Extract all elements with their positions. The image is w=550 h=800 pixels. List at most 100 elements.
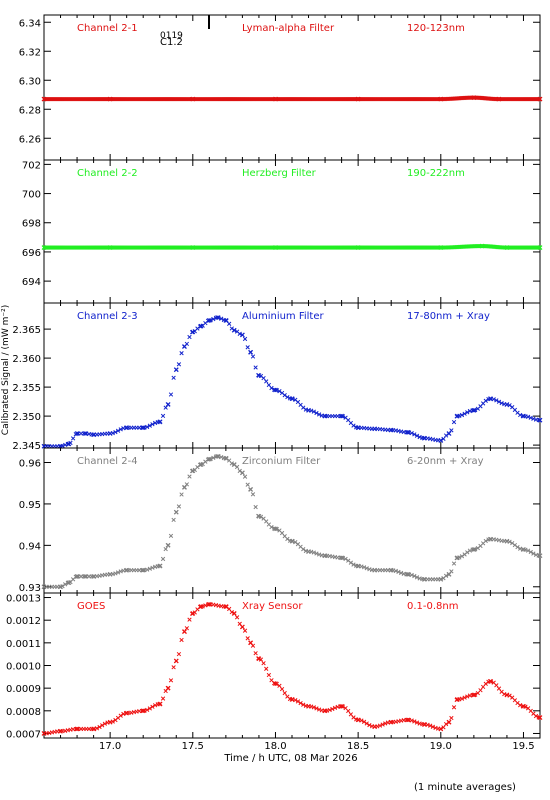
data-point — [521, 547, 526, 552]
trace-mark — [459, 554, 465, 559]
trace-mark — [150, 422, 155, 427]
data-point — [41, 245, 47, 250]
trace-mark — [462, 695, 467, 700]
trace-mark — [473, 407, 478, 413]
data-point — [388, 719, 394, 725]
panel-frame — [43, 447, 541, 594]
data-point — [41, 584, 47, 590]
trace-mark — [187, 617, 192, 622]
y-tick-label: 6.28 — [19, 105, 41, 116]
trace-mark — [412, 719, 417, 724]
trace-mark — [494, 398, 499, 403]
trace-mark — [459, 412, 465, 418]
trace-mark — [478, 688, 483, 693]
panel-label-channel: GOES — [77, 601, 105, 612]
trace-mark — [184, 626, 190, 631]
trace-mark — [351, 423, 356, 428]
data-point — [107, 96, 113, 102]
data-point — [74, 431, 80, 436]
panel-frame — [43, 14, 541, 161]
trace-mark — [348, 560, 354, 565]
data-point — [487, 536, 493, 542]
trace-mark — [65, 441, 70, 447]
trace-mark — [274, 387, 279, 393]
data-point — [107, 431, 113, 436]
data-point — [306, 703, 311, 709]
data-point — [173, 367, 179, 373]
y-tick-label: 0.0010 — [6, 662, 41, 673]
y-tick-label: 702 — [22, 160, 41, 171]
data-point — [206, 601, 212, 607]
data-point — [190, 245, 196, 250]
trace-mark — [311, 550, 316, 555]
data-point — [421, 576, 427, 582]
data-point — [438, 438, 444, 443]
data-point — [289, 697, 295, 702]
y-tick-label: 0.94 — [19, 541, 41, 552]
trace-mark — [409, 572, 414, 578]
trace-mark — [449, 715, 454, 721]
data-point — [355, 425, 361, 431]
trace-mark — [253, 504, 258, 510]
data-point — [82, 431, 88, 436]
series-trace — [41, 315, 541, 449]
data-point — [223, 455, 229, 461]
trace-mark — [414, 575, 420, 580]
data-point — [504, 245, 510, 250]
data-point — [289, 396, 295, 402]
series-trace — [41, 243, 543, 250]
data-point — [421, 435, 427, 441]
trace-mark — [364, 721, 369, 726]
data-point — [74, 726, 80, 732]
data-point — [248, 640, 254, 646]
data-point — [206, 456, 212, 462]
trace-mark — [295, 699, 301, 704]
trace-mark — [361, 565, 367, 570]
series-trace — [41, 454, 541, 589]
trace-mark — [367, 722, 372, 728]
data-point — [66, 441, 72, 447]
trace-mark — [528, 415, 533, 420]
data-point — [256, 373, 262, 378]
data-point — [248, 349, 254, 355]
panel-label-filter: Xray Sensor — [242, 601, 303, 612]
data-point — [537, 96, 543, 102]
series-trace — [41, 602, 541, 736]
trace-mark — [160, 413, 166, 419]
trace-mark — [118, 427, 123, 432]
trace-mark — [414, 433, 420, 438]
trace-mark — [465, 410, 470, 415]
data-point — [537, 715, 543, 721]
data-point — [231, 610, 237, 616]
data-point — [355, 96, 361, 102]
data-point — [256, 513, 262, 519]
trace-mark — [250, 354, 256, 359]
data-point — [173, 509, 179, 515]
data-point — [41, 96, 47, 102]
trace-mark — [147, 423, 152, 428]
trace-mark — [264, 379, 269, 384]
data-point — [173, 658, 179, 664]
panel-frame — [43, 592, 541, 739]
data-point — [231, 327, 237, 333]
trace-mark — [451, 561, 457, 566]
data-point — [140, 708, 146, 714]
trace-mark — [311, 705, 316, 710]
data-point — [322, 708, 328, 714]
y-tick-label: 6.26 — [19, 134, 41, 145]
trace-mark — [396, 569, 401, 575]
trace-mark — [515, 544, 520, 550]
trace-mark — [483, 538, 488, 544]
trace-mark — [261, 661, 266, 666]
data-point — [446, 571, 452, 577]
trace-mark — [152, 703, 158, 708]
data-point — [215, 315, 221, 320]
trace-mark — [100, 723, 105, 728]
data-point — [504, 402, 510, 407]
trace-mark — [361, 719, 367, 724]
trace-mark — [147, 566, 152, 571]
data-point — [504, 692, 510, 698]
data-point — [273, 681, 278, 687]
y-tick-label: 2.345 — [12, 441, 41, 452]
panel-label-band: 6-20nm + Xray — [407, 456, 484, 467]
